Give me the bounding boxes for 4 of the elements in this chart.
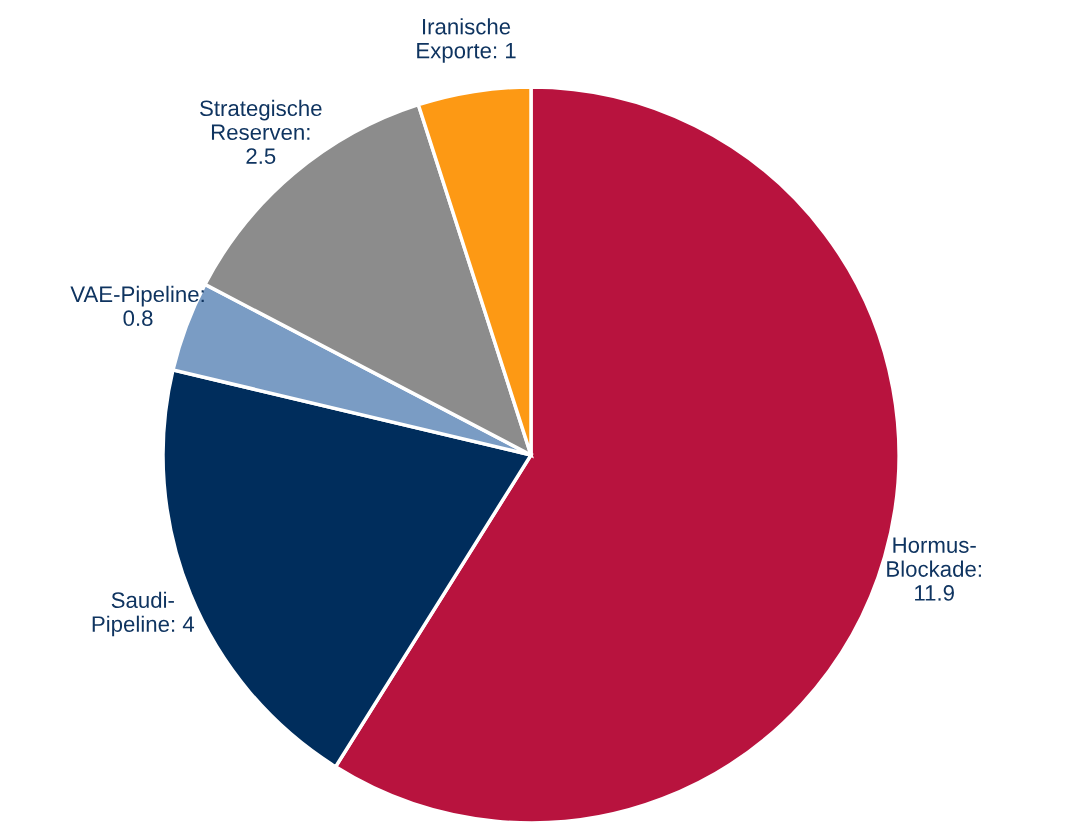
slice-label: Strategische Reserven: 2.5 (200, 99, 322, 164)
slice-label: Hormus- Blockade: 11.9 (887, 537, 981, 601)
slice-label: Saudi- Pipeline: 4 (92, 591, 195, 637)
slice-label: Iranische Exporte: 1 (417, 18, 516, 63)
